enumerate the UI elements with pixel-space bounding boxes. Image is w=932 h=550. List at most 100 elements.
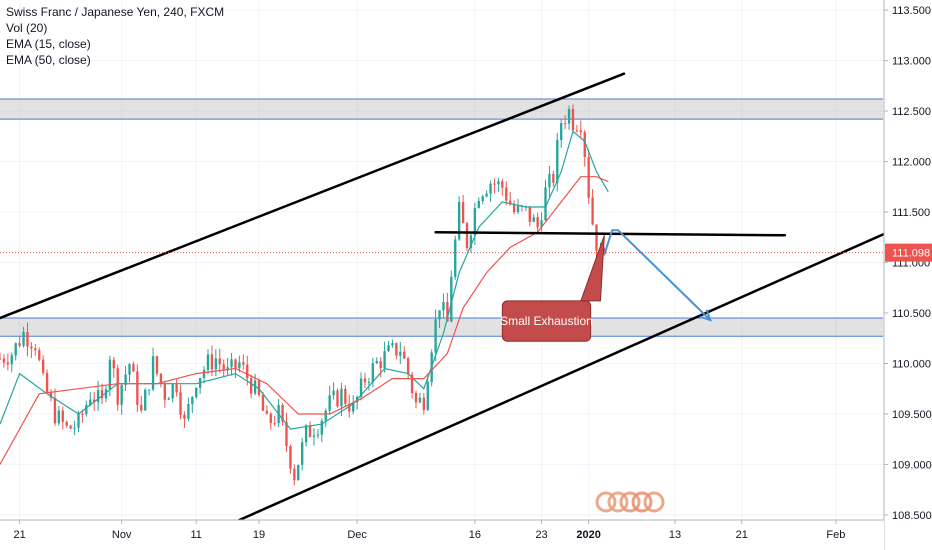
candle-body-127 [497,181,500,185]
price-tick-label-3: 110.000 [892,358,931,370]
candle-body-39 [151,356,155,390]
projection-arrowhead [699,309,712,322]
time-tick-label-9: 21 [736,529,748,541]
candle-body-72 [281,404,284,422]
candle-body-115 [450,276,453,322]
legend-volume[interactable]: Vol (20) [6,21,48,35]
trendline-1 [238,227,897,522]
candle-body-128 [501,181,504,188]
candle-body-98 [383,351,386,369]
candle-body-31 [120,384,123,405]
time-axis-bg [0,520,884,550]
candle-body-69 [269,413,272,424]
candle-body-102 [399,351,402,356]
candle-body-144 [563,123,567,125]
candle-body-93 [363,378,367,383]
candle-body-139 [544,187,547,221]
ema-15-line [0,130,609,430]
candle-body-18 [69,425,72,429]
candle-body-112 [438,310,441,320]
candle-body-0 [0,358,2,360]
candle-body-152 [595,224,598,251]
candle-body-83 [324,410,327,421]
candle-body-3 [10,355,13,365]
candle-body-79 [308,425,312,437]
candle-body-27 [104,389,108,399]
time-tick-label-6: 23 [535,529,547,541]
candle-body-20 [77,413,80,428]
candle-body-35 [136,371,139,405]
candle-body-60 [234,359,237,369]
callout-text: Small Exhaustion [500,314,593,328]
candle-body-53 [206,354,210,370]
candle-body-17 [65,421,68,426]
time-tick-label-10: Feb [826,529,845,541]
candle-body-96 [375,361,378,364]
candle-body-1 [2,358,6,363]
candle-body-80 [312,435,316,437]
candle-body-58 [226,367,229,371]
projection-path [603,229,711,321]
candle-body-57 [222,364,225,371]
candle-body-34 [132,364,135,372]
price-tick-label-10: 113.500 [892,5,931,17]
time-tick-label-0: 21 [13,529,25,541]
price-axis[interactable]: 108.500 109.000 109.500 110.000 110.500 111.0… [883,0,932,550]
legend-symbol-title[interactable]: Swiss Franc / Japanese Yen, 240, FXCM [6,5,225,19]
candle-body-65 [253,380,257,394]
candle-body-123 [481,196,484,201]
candle-body-41 [159,373,163,384]
time-axis[interactable]: 21 Nov 11 19 Dec 16 23 2020 13 21 Feb [0,519,884,550]
candle-body-113 [442,302,445,311]
candle-body-26 [100,390,104,399]
candle-body-119 [465,223,469,248]
trendline-0 [0,72,626,320]
candle-body-97 [379,361,382,369]
candle-body-87 [340,388,343,407]
candle-body-151 [591,197,594,225]
candle-body-48 [187,404,190,419]
candle-body-42 [163,383,167,400]
candle-body-103 [403,351,406,359]
price-tick-label-8: 112.500 [892,106,931,118]
candle-body-146 [571,109,575,131]
candle-body-90 [352,402,355,412]
candle-body-132 [516,205,520,213]
candle-body-22 [85,404,88,415]
candle-body-15 [57,410,61,424]
candle-body-147 [575,130,579,132]
candle-body-64 [249,378,253,394]
callout-pointer [580,235,605,302]
candle-body-150 [587,157,590,198]
candle-body-4 [14,343,17,356]
price-tick-label-4: 110.500 [892,308,931,320]
candle-body-56 [218,358,221,365]
candle-body-125 [489,183,492,194]
legend-ema-50[interactable]: EMA (50, close) [6,53,91,67]
time-tick-label-3: 19 [253,529,265,541]
candle-body-63 [246,364,249,379]
legend-ema-15[interactable]: EMA (15, close) [6,37,91,51]
candle-body-104 [406,358,410,375]
candle-body-11 [41,359,45,373]
candle-body-74 [289,446,292,469]
time-tick-label-2: 11 [191,529,202,541]
candle-body-78 [304,425,308,443]
last-price-tag [885,243,932,262]
candle-body-28 [108,359,112,390]
candle-body-12 [45,372,49,393]
price-axis-bg [884,0,932,550]
candle-body-94 [367,381,371,383]
candle-body-2 [6,362,10,365]
candle-body-95 [371,363,374,382]
ema-50-line [0,176,609,465]
candle-body-92 [359,378,363,397]
candle-body-130 [509,200,512,205]
candle-body-100 [391,343,394,346]
watermark-logo [595,491,665,513]
candle-body-37 [144,389,147,411]
candle-body-23 [89,399,92,405]
candle-body-107 [418,397,422,403]
last-price-tag-text: 111.098 [892,248,930,260]
